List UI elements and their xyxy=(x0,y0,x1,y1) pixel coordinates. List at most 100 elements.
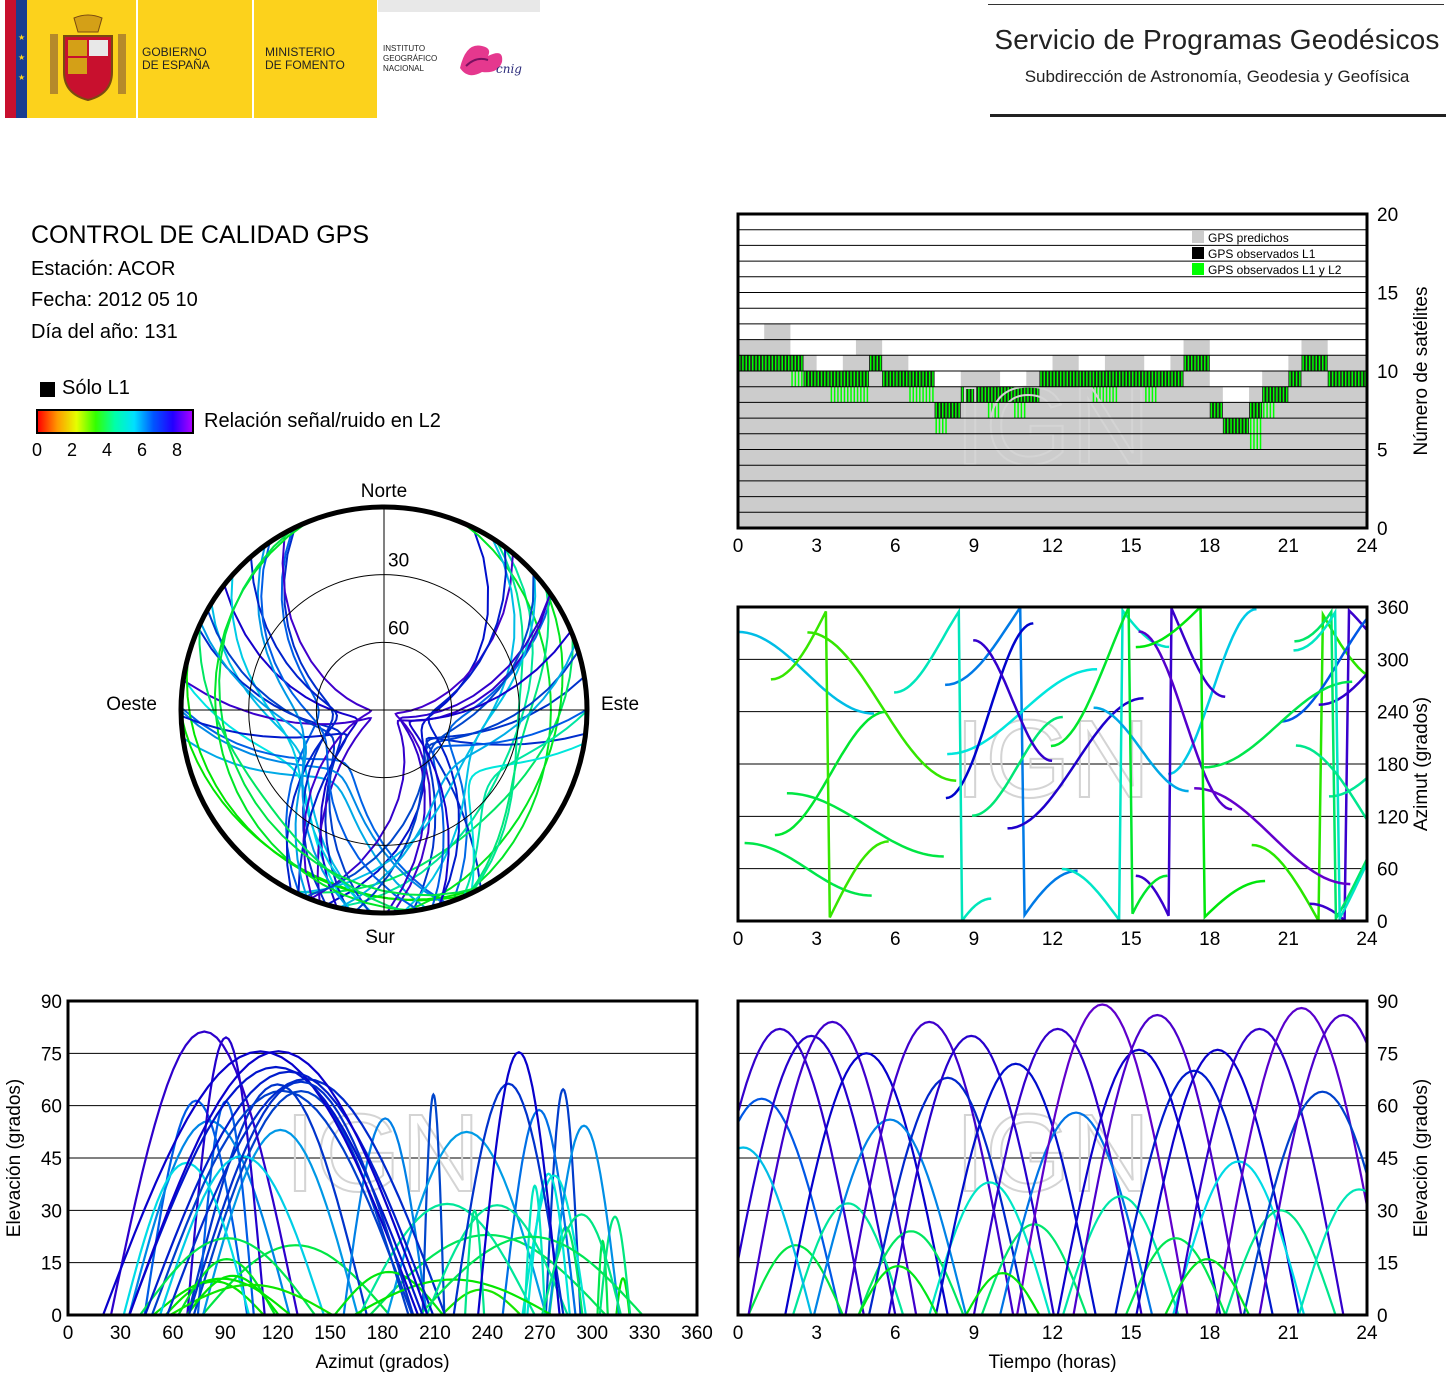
sky-track xyxy=(281,532,373,901)
ign-logo-area xyxy=(378,0,540,118)
azimuth-track xyxy=(807,631,957,783)
elevation-pass xyxy=(812,1118,968,1315)
l1-observed-band xyxy=(1157,371,1171,387)
sky-track xyxy=(230,574,373,913)
elevation-azimuth-track xyxy=(102,1050,420,1315)
ign-top-band xyxy=(378,0,540,12)
x-tick-label: 6 xyxy=(890,929,901,950)
elevation-pass xyxy=(857,1230,965,1315)
elevation-pass xyxy=(857,1265,939,1315)
y-tick-label: 30 xyxy=(1377,1201,1398,1222)
x-tick-label: 18 xyxy=(1199,536,1220,557)
x-tick-label: 15 xyxy=(1121,536,1142,557)
elevation-azimuth-track xyxy=(144,1070,435,1315)
station-label: Estación: ACOR xyxy=(31,258,176,280)
az-frame xyxy=(736,605,1369,923)
x-tick-label: 330 xyxy=(629,1323,661,1344)
elevation-pass xyxy=(1174,1027,1345,1315)
elevation-azimuth-track xyxy=(128,1050,429,1315)
x-tick-label: 12 xyxy=(1042,1323,1063,1344)
sky-horizon xyxy=(178,504,590,916)
l1-observed-band xyxy=(1131,371,1145,387)
x-tick-label: 12 xyxy=(1042,536,1063,557)
elevation-pass xyxy=(1297,1188,1367,1315)
sky-track xyxy=(431,708,587,908)
azimuth-track xyxy=(744,841,872,897)
y-tick-label: 45 xyxy=(41,1149,62,1170)
l1-observed-band xyxy=(1000,386,1014,403)
x-tick-label: 60 xyxy=(162,1323,183,1344)
y-tick-label: 120 xyxy=(1377,807,1409,828)
west-label: Oeste xyxy=(106,694,157,715)
sky-track xyxy=(462,709,587,898)
l1-observed-band xyxy=(1275,386,1289,403)
y-tick-label: 0 xyxy=(51,1306,62,1327)
x-tick-label: 270 xyxy=(524,1323,556,1344)
azimuth-track xyxy=(1318,671,1367,707)
ring-label-30: 30 xyxy=(388,551,409,572)
x-tick-label: 18 xyxy=(1199,929,1220,950)
l1-observed-band xyxy=(738,355,752,371)
elevation-azimuth-chart: IGN 0 30 60 90 120 150 180 210 240 270 300 330 360 0 15… xyxy=(4,992,713,1373)
y-tick-label: 5 xyxy=(1377,441,1388,462)
l1-observed-band xyxy=(1301,355,1315,371)
elevation-azimuth-track xyxy=(419,1235,644,1315)
azimuth-track xyxy=(1093,706,1189,793)
watermark-text: IGN xyxy=(955,365,1151,488)
elevation-azimuth-track xyxy=(477,1050,561,1315)
x-tick-label: 24 xyxy=(1356,1323,1378,1344)
l1-observed-band xyxy=(803,371,817,387)
service-top-line xyxy=(988,4,1444,5)
elevation-azimuth-track xyxy=(187,1080,415,1315)
l1-observed-band xyxy=(842,371,856,387)
sky-track xyxy=(260,541,419,911)
sky-track xyxy=(401,583,564,913)
ring-label-60: 60 xyxy=(388,618,409,639)
elevation-pass xyxy=(999,1111,1154,1315)
service-subtitle: Subdirección de Astronomía, Geodesia y G… xyxy=(1024,67,1410,86)
sky-track xyxy=(218,527,486,897)
sky-track xyxy=(199,622,308,899)
x-tick-label: 300 xyxy=(576,1323,608,1344)
l1-observed-band xyxy=(1209,402,1223,419)
elevation-pass xyxy=(1061,1195,1180,1315)
l1-observed-band xyxy=(1314,355,1328,371)
l1-observed-band xyxy=(829,371,843,387)
elevation-azimuth-track xyxy=(143,1099,249,1315)
l1-observed-band xyxy=(855,371,870,387)
sky-track xyxy=(304,572,535,898)
l1-observed-band xyxy=(1249,402,1263,419)
colorbar-tick: 0 xyxy=(31,440,42,460)
elevation-azimuth-track xyxy=(358,1202,536,1315)
legend-label: GPS predichos xyxy=(1208,231,1289,245)
l1-observed-band xyxy=(960,386,974,403)
l1-observed-band xyxy=(1104,371,1119,387)
x-axis-label: Azimut (grados) xyxy=(315,1352,449,1373)
l1-observed-band xyxy=(764,355,778,371)
x-tick-label: 0 xyxy=(63,1323,74,1344)
x-tick-label: 240 xyxy=(471,1323,503,1344)
elevation-azimuth-track xyxy=(192,1089,410,1315)
l1-observed-band xyxy=(790,355,804,371)
l1-observed-band xyxy=(921,371,935,387)
l1-observed-band xyxy=(869,355,883,371)
sky-track xyxy=(249,556,339,891)
elevation-azimuth-track xyxy=(541,1213,622,1315)
sky-track xyxy=(326,527,490,906)
elevation-pass xyxy=(887,1034,1055,1315)
azimuth-track xyxy=(1293,607,1367,921)
sky-track xyxy=(206,609,371,913)
y-tick-label: 360 xyxy=(1377,598,1409,619)
y-tick-label: 45 xyxy=(1377,1149,1398,1170)
l1-observed-band xyxy=(895,371,909,387)
l1-observed-band xyxy=(986,386,1001,403)
sky-track xyxy=(309,593,552,900)
azimuth-track xyxy=(1050,607,1168,915)
cnig-text: cnig xyxy=(496,62,522,76)
x-tick-label: 150 xyxy=(314,1323,346,1344)
elevation-azimuth-track xyxy=(164,1280,265,1315)
l1-observed-band xyxy=(1078,371,1092,387)
x-tick-label: 12 xyxy=(1042,929,1063,950)
